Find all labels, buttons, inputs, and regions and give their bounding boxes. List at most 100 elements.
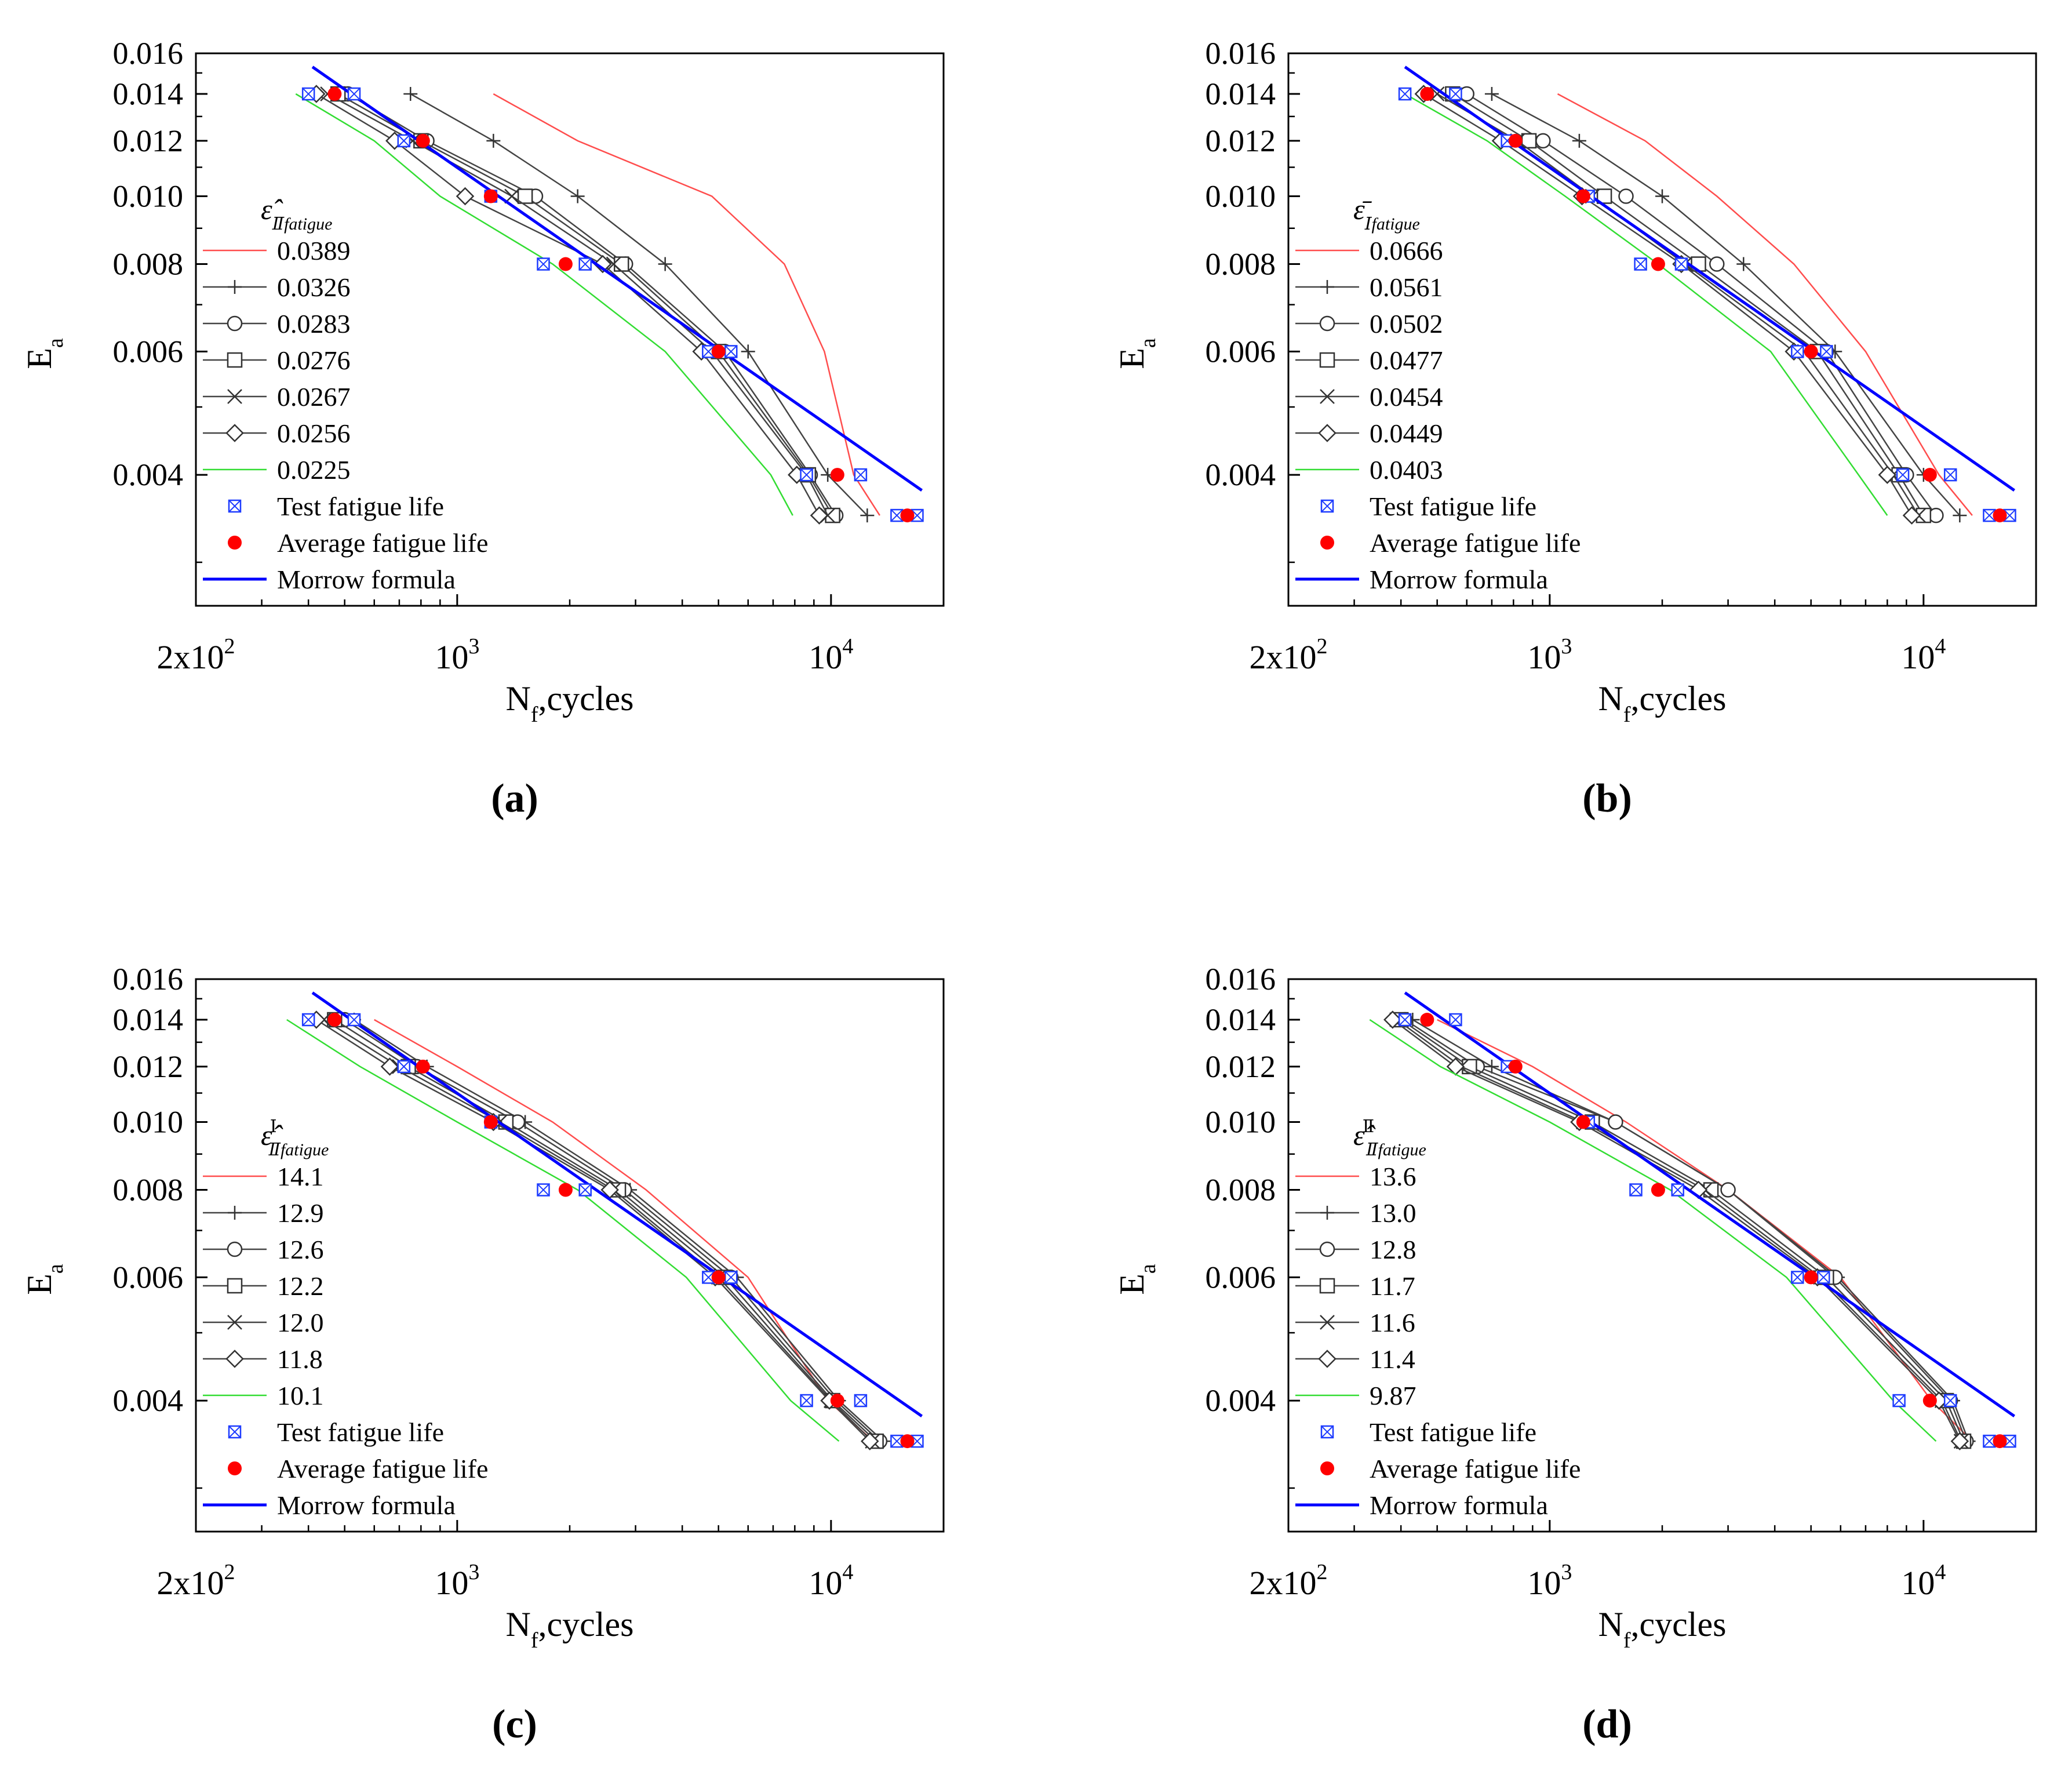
y-tick-label: 0.014 [1206,77,1276,111]
panel-c: 0.004 0.006 0.008 0.010 0.012 0.014 0.016 2x102… [20,962,945,1747]
test-fatigue-point [1449,87,1462,101]
y-tick-label: 0.008 [1206,1173,1276,1208]
y-axis-label: Ea [1113,338,1160,369]
series-line-0 [374,1019,875,1442]
test-fatigue-point [301,1013,315,1027]
legend-row-6: 0.0225 [203,455,351,485]
legend-marker-sample [1320,389,1335,404]
series-0 [1557,93,1973,516]
series-line-2 [347,93,837,516]
test-fatigue-point [1943,1394,1957,1408]
test-fatigue-point [854,1394,868,1408]
legend-row-morrow: Morrow formula [1295,565,1548,594]
series-line-6 [1369,1019,1937,1442]
series-line-3 [337,93,833,516]
y-tick-label: 0.006 [1206,334,1276,369]
legend-label: Average fatigue life [277,528,488,558]
legend-row-average: Average fatigue life [1320,528,1581,558]
series-point-3 [613,256,629,272]
plot-area [286,991,924,1450]
legend-row-1: 12.9 [203,1198,324,1228]
legend-row-5: 11.8 [203,1344,323,1374]
series-line-4 [323,1019,873,1442]
legend-label: 0.0326 [277,272,351,302]
y-tick-label: 0.016 [113,962,184,997]
series-point-1 [1572,133,1586,148]
x-tick-label: 103 [1527,1560,1572,1602]
series-point-5 [810,506,829,525]
x-tick-label: 103 [435,634,479,676]
average-fatigue-point [327,87,342,101]
test-fatigue-point [1820,345,1833,358]
legend-marker-sample [1319,1278,1335,1294]
legend-label: 0.0666 [1370,236,1443,266]
panel-label: (d) [1582,1702,1632,1747]
legend-marker-sample [228,280,242,294]
test-fatigue-point [537,257,550,271]
series-point-2 [1709,256,1725,272]
legend-row-6: 0.0403 [1295,455,1443,485]
test-fatigue-point [800,1394,813,1408]
legend-title: ε̂Ⅱ Ⅱfatigue [1353,1117,1426,1159]
legend-row-2: 12.6 [203,1235,324,1264]
legend-test-symbol [228,1425,242,1439]
average-fatigue-point [1804,344,1818,359]
average-fatigue-point [416,1059,430,1074]
x-tick-label: 104 [1901,634,1946,676]
legend-title: ε̂Ⅱfatigue [261,193,332,234]
legend-row-average: Average fatigue life [228,1454,488,1483]
legend-row-6: 10.1 [203,1381,324,1410]
legend-row-5: 0.0449 [1295,419,1443,448]
series-point-5 [1950,1432,1969,1450]
average-fatigue-point [416,133,430,148]
test-fatigue-point [397,134,411,148]
legend-row-0: 13.6 [1295,1162,1416,1191]
legend-label: 0.0256 [277,419,351,448]
series-line-0 [1557,93,1973,516]
legend-marker-sample [227,315,243,332]
y-tick-label: 0.006 [1206,1260,1276,1294]
legend-row-3: 0.0276 [203,346,351,375]
panel-label: (c) [492,1702,537,1747]
average-fatigue-point [483,1115,498,1129]
legend-test-symbol [228,499,242,513]
x-axis-label: Nf,cycles [506,1605,634,1653]
test-fatigue-point [397,1060,411,1074]
y-tick-label: 0.014 [1206,1002,1276,1037]
test-fatigue-point [800,468,813,482]
average-fatigue-point [1922,1394,1937,1408]
series-point-5 [456,187,475,206]
legend-label: Morrow formula [1370,1490,1548,1520]
legend-average-symbol [1320,536,1334,550]
y-tick-label: 0.006 [113,1260,184,1294]
series-line-3 [1452,93,1924,516]
average-fatigue-point [1993,1434,2007,1449]
legend-label: 11.8 [277,1344,323,1374]
y-tick-label: 0.012 [113,1049,184,1084]
legend-row-morrow: Morrow formula [1295,1490,1548,1520]
panel-a: 0.004 0.006 0.008 0.010 0.012 0.014 0.016 2x102… [20,36,945,821]
plot-area [1369,991,2016,1450]
panel-d: 0.004 0.006 0.008 0.010 0.012 0.014 0.016 2x102… [1113,962,2037,1747]
legend-row-1: 0.0326 [203,272,351,302]
panel-label: (a) [491,776,538,821]
average-fatigue-point [558,257,573,271]
legend-label: Morrow formula [277,565,456,594]
legend-row-4: 12.0 [203,1308,324,1337]
legend-marker-sample [227,1241,243,1257]
series-point-3 [517,188,533,204]
legend-row-3: 11.7 [1295,1271,1415,1301]
series-point-2 [1535,133,1551,149]
x-axis-label: Nf,cycles [506,679,634,727]
plot-area [295,66,924,525]
legend-label: 13.0 [1370,1198,1416,1228]
series-line-6 [295,93,793,516]
x-tick-label: 103 [1527,634,1572,676]
series-1 [1405,1013,1976,1449]
legend-label: 12.9 [277,1198,324,1228]
series-point-2 [1720,1182,1736,1198]
y-tick-label: 0.014 [113,77,184,111]
y-tick-label: 0.008 [1206,247,1276,282]
y-tick-label: 0.010 [113,179,184,214]
